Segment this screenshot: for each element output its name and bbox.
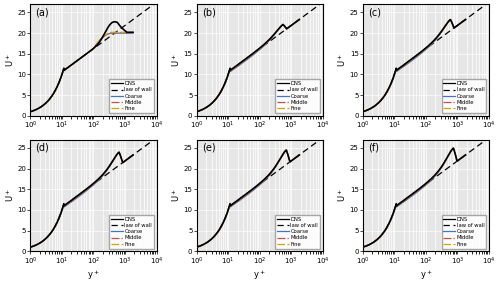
- Y-axis label: U$^+$: U$^+$: [4, 188, 16, 202]
- X-axis label: y$^+$: y$^+$: [254, 268, 266, 282]
- Text: (a): (a): [36, 7, 49, 17]
- Legend: DNS, law of wall, Coarse, Middle, Fine: DNS, law of wall, Coarse, Middle, Fine: [109, 215, 154, 249]
- Legend: DNS, law of wall, Coarse, Middle, Fine: DNS, law of wall, Coarse, Middle, Fine: [109, 79, 154, 113]
- Text: (d): (d): [36, 143, 49, 153]
- Text: (f): (f): [368, 143, 379, 153]
- Text: (e): (e): [202, 143, 215, 153]
- X-axis label: y$^+$: y$^+$: [87, 268, 100, 282]
- Text: (c): (c): [368, 7, 381, 17]
- Y-axis label: U$^+$: U$^+$: [4, 53, 16, 67]
- Legend: DNS, law of wall, Coarse, Middle, Fine: DNS, law of wall, Coarse, Middle, Fine: [442, 79, 486, 113]
- Legend: DNS, law of wall, Coarse, Middle, Fine: DNS, law of wall, Coarse, Middle, Fine: [276, 215, 320, 249]
- Text: (b): (b): [202, 7, 215, 17]
- Legend: DNS, law of wall, Coarse, Middle, Fine: DNS, law of wall, Coarse, Middle, Fine: [276, 79, 320, 113]
- Y-axis label: U$^+$: U$^+$: [336, 188, 348, 202]
- X-axis label: y$^+$: y$^+$: [420, 268, 432, 282]
- Y-axis label: U$^+$: U$^+$: [170, 53, 182, 67]
- Y-axis label: U$^+$: U$^+$: [336, 53, 348, 67]
- Y-axis label: U$^+$: U$^+$: [170, 188, 182, 202]
- Legend: DNS, law of wall, Coarse, Middle, Fine: DNS, law of wall, Coarse, Middle, Fine: [442, 215, 486, 249]
